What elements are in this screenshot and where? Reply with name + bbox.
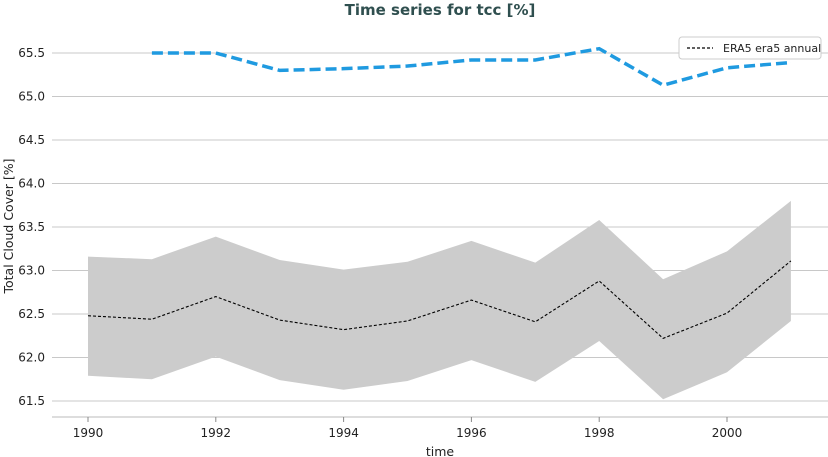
y-tick-label: 62.5 — [18, 307, 45, 321]
x-axis-label: time — [426, 444, 455, 457]
x-tick-label: 1994 — [328, 426, 359, 440]
y-tick-label: 62.0 — [18, 351, 45, 365]
x-tick-label: 1992 — [201, 426, 232, 440]
x-tick-label: 2000 — [712, 426, 743, 440]
y-tick-label: 63.0 — [18, 264, 45, 278]
y-tick-label: 64.0 — [18, 177, 45, 191]
y-tick-label: 61.5 — [18, 394, 45, 408]
x-tick-label: 1996 — [456, 426, 487, 440]
y-tick-label: 64.5 — [18, 133, 45, 147]
x-tick-label: 1998 — [584, 426, 615, 440]
y-ticks: 61.5 62.0 62.5 63.0 63.5 64.0 64.5 65.0 65.5 — [18, 46, 45, 408]
uncertainty-band — [88, 200, 791, 400]
era5-series-line — [87, 260, 792, 339]
y-tick-label: 65.5 — [18, 46, 45, 60]
band-area — [88, 200, 791, 400]
x-ticks: 1990 1992 1994 1996 1998 2000 — [73, 417, 743, 440]
legend-box — [678, 36, 822, 60]
legend-label: ERA5 era5 annual — [723, 42, 821, 55]
chart-title: Time series for tcc [%] — [345, 1, 536, 19]
y-tick-label: 65.0 — [18, 90, 45, 104]
x-tick-label: 1990 — [73, 426, 104, 440]
y-axis-label: Total Cloud Cover [%] — [1, 158, 16, 294]
series-lines — [87, 46, 792, 339]
legend: ERA5 era5 annual — [678, 36, 822, 60]
y-tick-label: 63.5 — [18, 220, 45, 234]
